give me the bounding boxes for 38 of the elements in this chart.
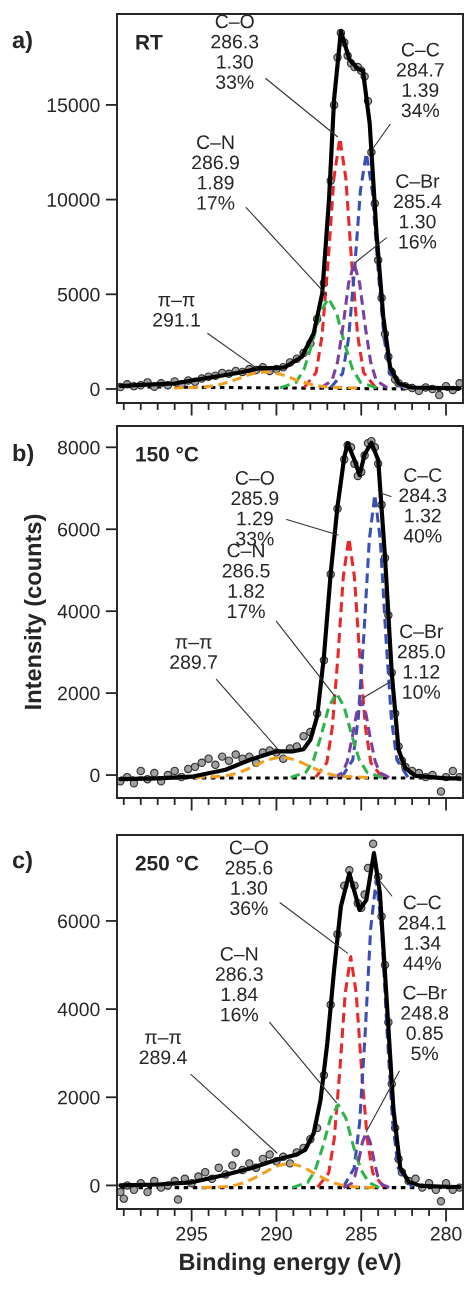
y-tick-label: 10000 [47,193,100,207]
y-tick-label: 6000 [58,914,100,929]
annotation: π–π 289.4 [139,1033,187,1065]
annotation: C–C 284.1 1.34 44% [398,895,446,970]
x-tick-label: 295 [176,1226,208,1241]
annotation: C–O 285.6 1.30 36% [225,840,273,916]
y-tick-label: 8000 [57,440,100,455]
y-tick-label: 4000 [57,604,100,619]
annotation: C–Br 248.8 0.85 5% [401,985,449,1061]
y-tick-label: 2000 [58,1090,100,1105]
annotation: π–π 289.7 [170,638,217,669]
annotation: 150 °C [136,446,199,462]
annotation: C–O 286.3 1.30 33% [211,14,259,89]
annotation: C–Br 285.0 1.12 10% [397,624,445,699]
annotation: π–π 291.1 [153,296,200,327]
text: c) [12,850,32,874]
y-tick-label: 4000 [57,1002,100,1017]
x-tick-label: 285 [345,1226,377,1241]
y-axis-title: Intensity (counts) [23,514,46,709]
x-tick-label: 280 [430,1226,462,1241]
annotation: C–N 286.3 1.84 16% [215,946,263,1022]
y-tick-label: 0 [90,768,100,783]
annotation: RT [136,35,163,50]
y-tick-label: 2000 [58,686,100,701]
y-tick-label: 6000 [58,522,100,537]
annotation: C–Br 285.4 1.30 16% [394,174,442,249]
y-tick-label: 15000 [47,98,100,113]
annotation: C–N 286.9 1.89 17% [192,135,239,210]
annotation: 250 °C [135,855,199,871]
y-tick-label: 0 [90,382,100,397]
text: b) [13,443,34,467]
text: a) [12,31,32,53]
y-tick-label: 5000 [57,287,100,302]
y-tick-label: 0 [90,1178,100,1193]
x-tick-label: 290 [261,1226,292,1241]
annotation: C–C 284.3 1.32 40% [399,468,447,543]
x-axis-title: Binding energy (eV) [180,1252,401,1275]
annotation: C–C 284.7 1.39 34% [396,42,444,118]
